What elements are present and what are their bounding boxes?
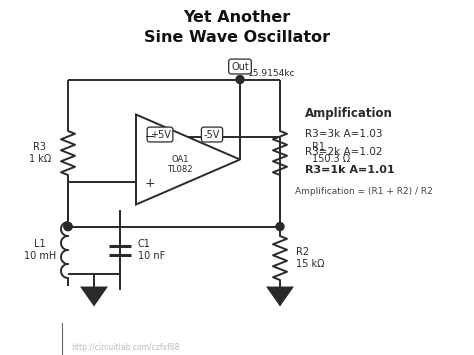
Text: OA1
TL082: OA1 TL082	[167, 155, 193, 174]
Text: R2
15 kΩ: R2 15 kΩ	[296, 247, 325, 269]
Text: R3
1 kΩ: R3 1 kΩ	[29, 142, 51, 164]
Text: Sine Wave Oscillator: Sine Wave Oscillator	[144, 29, 330, 44]
Text: +: +	[145, 176, 155, 190]
Text: CIRCUIT: CIRCUIT	[6, 328, 46, 337]
Text: +5V: +5V	[150, 130, 171, 140]
Circle shape	[276, 223, 284, 230]
Text: Carl Knox (Optionparty) / Sine Wave Oscillator: Carl Knox (Optionparty) / Sine Wave Osci…	[71, 328, 281, 337]
Text: ~λ~ LAB: ~λ~ LAB	[6, 342, 44, 350]
Circle shape	[64, 223, 72, 230]
Text: http://circuitlab.com/czfxf88: http://circuitlab.com/czfxf88	[71, 343, 180, 351]
Circle shape	[236, 76, 244, 83]
Text: Amplification = (R1 + R2) / R2: Amplification = (R1 + R2) / R2	[295, 186, 433, 196]
Text: -5V: -5V	[204, 130, 220, 140]
Circle shape	[64, 223, 72, 230]
Text: R1
150.3 Ω: R1 150.3 Ω	[312, 142, 350, 164]
Text: C1
10 nF: C1 10 nF	[138, 239, 165, 261]
Text: R3=2k A=1.02: R3=2k A=1.02	[305, 147, 383, 157]
Text: 15.9154kc: 15.9154kc	[248, 69, 295, 78]
Text: Yet Another: Yet Another	[183, 10, 291, 24]
Text: −: −	[145, 131, 155, 143]
Polygon shape	[80, 286, 108, 306]
Text: Amplification: Amplification	[305, 106, 393, 120]
Polygon shape	[266, 286, 294, 306]
Text: Out: Out	[231, 61, 249, 71]
Text: L1
10 mH: L1 10 mH	[24, 239, 56, 261]
Text: R3=3k A=1.03: R3=3k A=1.03	[305, 129, 383, 138]
Polygon shape	[136, 115, 240, 204]
Text: R3=1k A=1.01: R3=1k A=1.01	[305, 164, 395, 175]
